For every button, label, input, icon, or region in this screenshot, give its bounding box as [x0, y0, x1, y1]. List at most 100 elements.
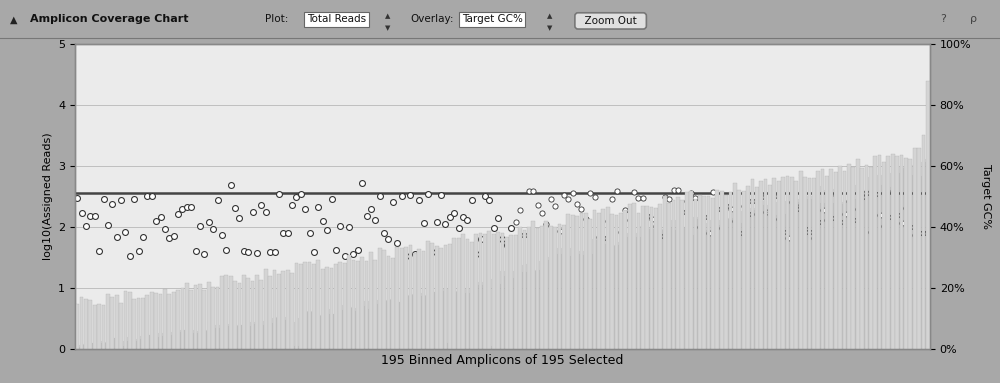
Point	[578, 216, 594, 222]
Point	[547, 203, 563, 209]
Bar	[448, 244, 452, 349]
Bar	[764, 179, 767, 349]
Bar	[395, 247, 399, 349]
Bar	[632, 203, 636, 349]
Bar	[470, 293, 474, 349]
Point	[446, 210, 462, 216]
Point	[367, 217, 383, 223]
Bar	[615, 215, 618, 349]
Point	[744, 198, 760, 205]
Bar	[422, 251, 425, 349]
Bar	[426, 241, 430, 349]
Point	[573, 206, 589, 212]
Bar	[422, 296, 425, 349]
Point	[302, 230, 318, 236]
Bar	[597, 213, 601, 349]
Bar	[369, 252, 373, 349]
Point	[701, 229, 717, 236]
Point	[183, 204, 199, 210]
Bar	[483, 234, 487, 349]
Point	[503, 224, 519, 231]
Bar	[540, 261, 544, 349]
Bar	[373, 304, 377, 349]
Point	[758, 209, 774, 215]
Bar	[917, 147, 921, 349]
Bar	[330, 314, 333, 349]
Bar	[93, 305, 97, 349]
Bar	[698, 195, 702, 349]
Bar	[584, 255, 588, 349]
Point	[863, 229, 879, 235]
Bar	[886, 187, 890, 349]
Bar	[413, 253, 417, 349]
Point	[635, 195, 651, 201]
Bar	[115, 295, 119, 349]
Bar	[553, 227, 557, 349]
Bar	[531, 271, 535, 349]
Bar	[150, 292, 154, 349]
Point	[565, 190, 581, 196]
Bar	[220, 276, 224, 349]
Point	[622, 217, 638, 223]
Point	[209, 197, 225, 203]
Bar	[238, 324, 241, 349]
Bar	[435, 292, 439, 349]
Bar	[382, 250, 386, 349]
Point	[718, 203, 734, 209]
Point	[74, 210, 90, 216]
Bar	[273, 270, 276, 349]
Bar	[562, 224, 566, 349]
Point	[521, 188, 537, 195]
Bar	[672, 200, 675, 349]
Point	[705, 189, 721, 195]
Point	[275, 230, 291, 236]
Bar	[211, 286, 215, 349]
Bar	[580, 213, 583, 349]
Point	[687, 195, 703, 201]
Bar	[724, 219, 728, 349]
Bar	[229, 324, 233, 349]
Point	[451, 225, 467, 231]
Text: Zoom Out: Zoom Out	[578, 16, 643, 26]
Point	[893, 220, 909, 226]
Bar	[588, 254, 592, 349]
Point	[280, 231, 296, 237]
Bar	[501, 233, 504, 349]
Point	[652, 233, 668, 239]
Bar	[255, 324, 259, 349]
Text: ▲: ▲	[547, 13, 552, 19]
Bar	[549, 257, 553, 349]
Bar	[729, 192, 732, 349]
Point	[363, 206, 379, 213]
Bar	[619, 213, 623, 349]
Point	[858, 190, 874, 196]
Bar	[343, 306, 347, 349]
Bar	[391, 258, 395, 349]
Point	[131, 248, 147, 254]
Point	[828, 192, 844, 198]
Point	[534, 210, 550, 216]
Bar	[891, 154, 895, 349]
Bar	[794, 181, 798, 349]
Bar	[680, 228, 684, 349]
Bar	[843, 202, 846, 349]
Point	[231, 214, 247, 221]
Point	[354, 180, 370, 186]
Point	[551, 228, 567, 234]
Bar	[694, 199, 697, 349]
Point	[911, 229, 927, 236]
Point	[836, 211, 852, 217]
Point	[135, 234, 151, 240]
Bar	[75, 347, 79, 349]
Point	[148, 218, 164, 224]
Bar	[202, 290, 206, 349]
Bar	[523, 230, 526, 349]
Point	[854, 194, 870, 200]
Bar	[768, 185, 772, 349]
Point	[679, 198, 695, 205]
Point	[323, 196, 339, 202]
Point	[902, 224, 918, 230]
Point	[815, 207, 831, 213]
Point	[402, 192, 418, 198]
Bar	[781, 177, 785, 349]
